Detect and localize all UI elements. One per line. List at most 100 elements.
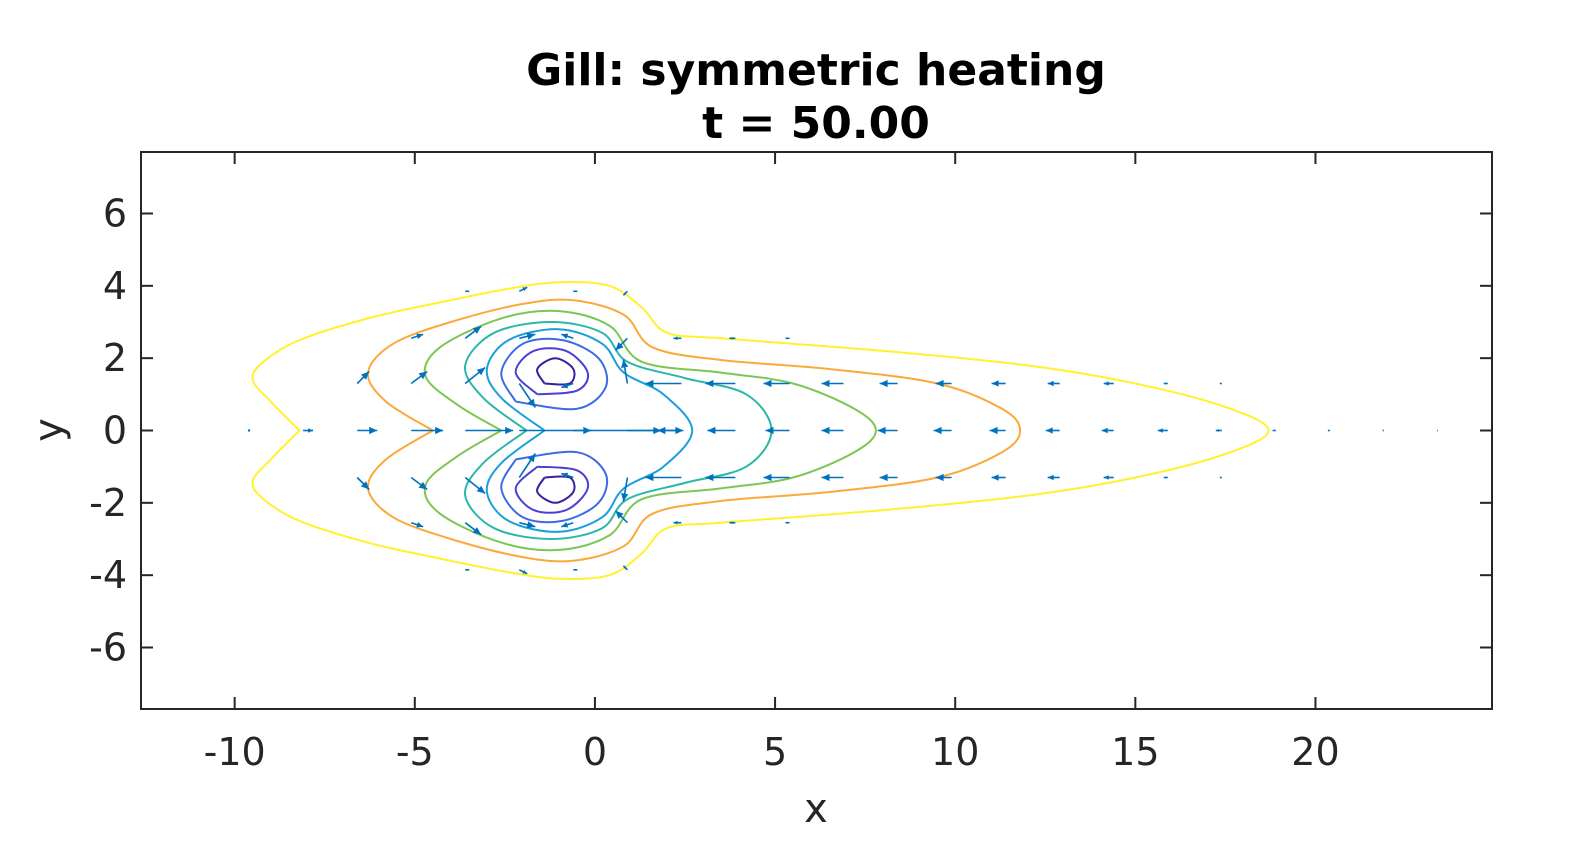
quiver-arrow-head bbox=[522, 287, 528, 292]
quiver-arrow-head bbox=[657, 426, 666, 435]
x-tick-label: 5 bbox=[763, 730, 787, 774]
quiver-arrow-head bbox=[1163, 476, 1166, 479]
quiver-arrow-head bbox=[785, 337, 788, 340]
quiver-arrow-head bbox=[527, 453, 536, 463]
quiver-arrow-head bbox=[785, 521, 788, 524]
contour-line-6 bbox=[500, 450, 609, 524]
quiver-arrow-head bbox=[821, 426, 830, 435]
quiver-arrow-head bbox=[989, 426, 998, 435]
quiver-arrow-head bbox=[879, 379, 888, 388]
y-tick-label: 4 bbox=[103, 264, 127, 308]
quiver-arrow-head bbox=[1103, 381, 1109, 386]
quiver-arrow-head bbox=[879, 473, 888, 482]
x-axis-ticks: -10 -5 0 5 10 15 20 bbox=[204, 152, 1340, 774]
x-tick-label: 15 bbox=[1111, 730, 1159, 774]
y-axis-label: y bbox=[26, 418, 72, 442]
quiver-arrow-head bbox=[1163, 382, 1166, 385]
quiver-arrow-head bbox=[467, 568, 470, 571]
quiver-arrow-head bbox=[561, 472, 569, 479]
quiver-arrow-head bbox=[615, 510, 624, 519]
quiver-arrow-head bbox=[472, 326, 482, 334]
quiver-arrow-head bbox=[673, 520, 678, 525]
y-tick-label: -4 bbox=[89, 553, 127, 597]
quiver-arrow-head bbox=[991, 474, 999, 481]
quiver-arrow-head bbox=[561, 522, 569, 528]
quiver-arrow-head bbox=[575, 290, 578, 293]
quiver-arrow-head bbox=[1215, 429, 1219, 432]
quiver-arrow-head bbox=[561, 333, 569, 339]
x-axis-label: x bbox=[804, 786, 828, 832]
quiver-arrow-head bbox=[935, 473, 944, 482]
x-tick-label: 0 bbox=[583, 730, 607, 774]
plot-area bbox=[247, 280, 1438, 581]
quiver-arrow-head bbox=[467, 290, 470, 293]
quiver-arrow-head bbox=[416, 522, 424, 528]
y-tick-label: -2 bbox=[89, 481, 127, 525]
contour-line-8 bbox=[514, 465, 590, 514]
axes-frame bbox=[140, 151, 1493, 710]
quiver-arrow-head bbox=[1101, 427, 1108, 434]
quiver-arrow-head bbox=[435, 426, 444, 435]
x-tick-label: 20 bbox=[1291, 730, 1339, 774]
quiver-arrow-head bbox=[821, 379, 830, 388]
quiver-arrow-head bbox=[991, 380, 999, 387]
quiver-arrow-head bbox=[623, 292, 627, 296]
contour-line-5 bbox=[500, 337, 609, 411]
contour-line-10 bbox=[536, 475, 576, 504]
quiver-arrow-head bbox=[763, 379, 772, 388]
contour-line-1 bbox=[366, 298, 1022, 563]
contour-line-0 bbox=[251, 280, 1270, 581]
quiver-arrow-head bbox=[645, 473, 654, 482]
quiver-arrow-head bbox=[1157, 428, 1163, 433]
quiver-arrow-head bbox=[615, 342, 624, 351]
quiver-arrow-head bbox=[522, 570, 528, 574]
y-tick-label: 6 bbox=[103, 191, 127, 235]
quiver-arrow-head bbox=[416, 333, 424, 339]
y-tick-label: 2 bbox=[103, 336, 127, 380]
quiver-arrow-head bbox=[505, 426, 514, 435]
quiver-arrow-head bbox=[877, 426, 886, 435]
quiver-arrow-head bbox=[1047, 474, 1054, 481]
quiver-arrow-head bbox=[561, 382, 569, 389]
quiver-arrow-head bbox=[821, 473, 830, 482]
quiver-arrow-head bbox=[476, 367, 486, 376]
contour-line-2 bbox=[423, 309, 877, 552]
x-tick-label: -10 bbox=[204, 730, 266, 774]
quiver-arrow-head bbox=[1045, 427, 1053, 434]
quiver-arrow-head bbox=[1047, 380, 1054, 387]
y-tick-label: 0 bbox=[103, 409, 127, 453]
quiver-arrow-head bbox=[729, 521, 733, 525]
quiver-arrow-head bbox=[526, 521, 536, 529]
quiver-arrow-head bbox=[705, 379, 714, 388]
quiver-arrow-head bbox=[621, 359, 629, 368]
quiver-arrow-head bbox=[1382, 430, 1384, 431]
quiver-arrow-head bbox=[1327, 430, 1329, 431]
quiver-arrow-head bbox=[621, 493, 629, 502]
quiver-arrow-head bbox=[763, 473, 772, 482]
quiver-arrow-head bbox=[707, 426, 716, 435]
quiver-arrow-head bbox=[418, 481, 428, 490]
quiver-arrow-head bbox=[623, 565, 627, 569]
y-axis-ticks: -6 -4 -2 0 2 4 6 bbox=[89, 191, 1492, 670]
quiver-arrow-head bbox=[575, 568, 578, 571]
x-tick-label: -5 bbox=[396, 730, 434, 774]
contour-line-7 bbox=[514, 347, 590, 396]
quiver-arrow-head bbox=[935, 379, 944, 388]
contour-line-9 bbox=[536, 357, 576, 386]
quiver-arrow-head bbox=[673, 336, 678, 341]
quiver-arrow-head bbox=[527, 398, 536, 408]
quiver-arrow-head bbox=[361, 481, 370, 490]
quiver-arrow-head bbox=[476, 485, 486, 494]
quiver-arrow-head bbox=[765, 426, 774, 435]
quiver-arrow-head bbox=[1272, 429, 1275, 432]
quiver-arrow-head bbox=[361, 371, 370, 380]
quiver-arrow-head bbox=[933, 426, 942, 435]
quiver-arrow-head bbox=[526, 332, 536, 340]
quiver-arrow-head bbox=[729, 336, 733, 340]
quiver-arrow-head bbox=[418, 371, 428, 380]
quiver-arrow-head bbox=[1219, 383, 1221, 384]
quiver-arrow-head bbox=[308, 428, 314, 433]
quiver-arrow-head bbox=[369, 426, 378, 435]
chart-title: Gill: symmetric heating bbox=[526, 45, 1106, 96]
